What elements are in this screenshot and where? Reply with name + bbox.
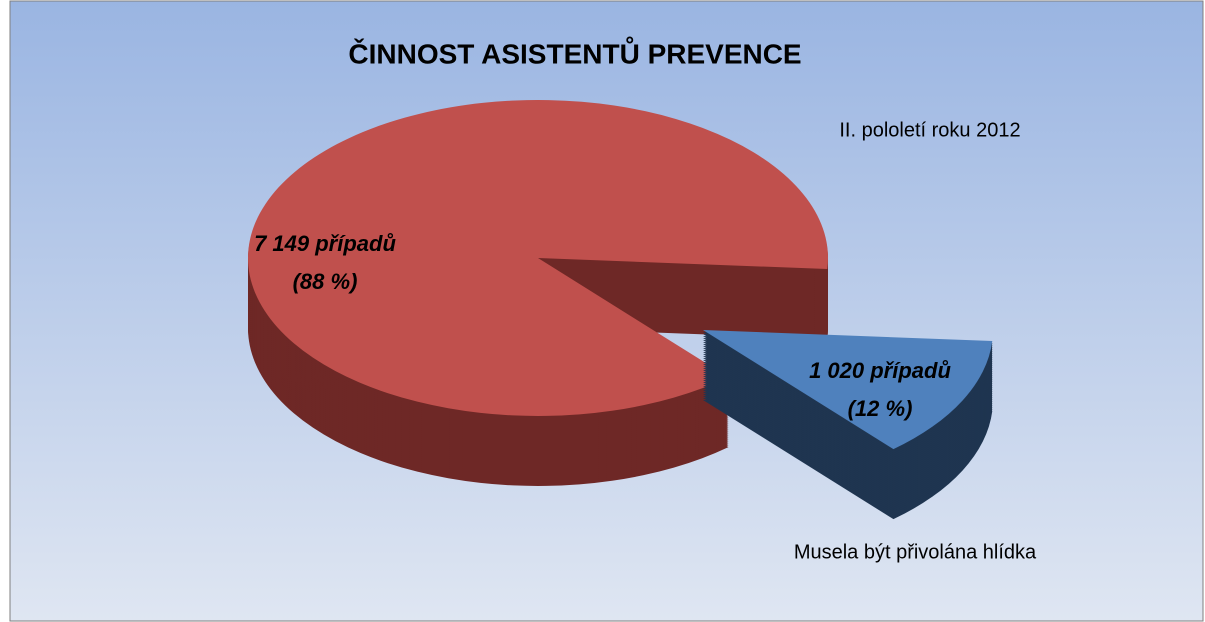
data-label: 1 020 případů <box>809 358 951 383</box>
category-label: Musela být přivolána hlídka <box>794 541 1037 563</box>
chart-subtitle: II. pololetí roku 2012 <box>839 119 1020 141</box>
slice <box>703 330 993 450</box>
data-label: 7 149 případů <box>254 231 396 256</box>
data-label: (12 %) <box>848 396 913 421</box>
chart-title: ČINNOST ASISTENTŮ PREVENCE <box>348 36 801 69</box>
slice <box>248 100 828 417</box>
data-label: (88 %) <box>293 269 358 294</box>
pie <box>247 100 993 520</box>
